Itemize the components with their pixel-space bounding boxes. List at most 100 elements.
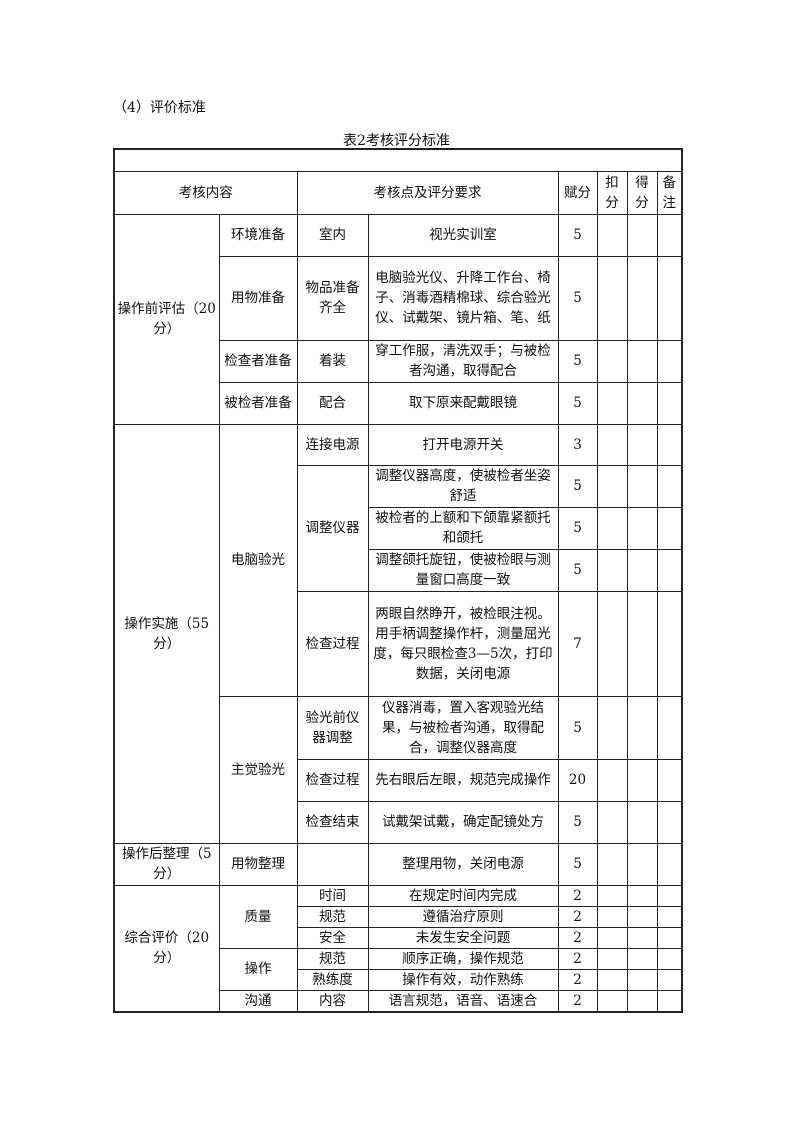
table-row: 熟练度 操作有效，动作熟练 2 (114, 968, 683, 991)
requirement-cell: 试戴架试戴，确定配镜处方 (367, 800, 559, 844)
item-cell: 检查过程 (296, 590, 369, 697)
score-cell: 5 (557, 464, 598, 508)
got-cell (626, 423, 658, 466)
item-cell: 调整仪器 (296, 464, 369, 592)
deduct-cell (596, 506, 628, 550)
category-cell: 综合评价（20分） (113, 884, 220, 1013)
item-cell: 安全 (296, 926, 369, 949)
got-cell (626, 989, 658, 1013)
remark-cell (656, 758, 683, 802)
category-cell: 操作实施（55分） (113, 423, 220, 844)
remark-cell (656, 339, 683, 383)
score-cell: 5 (557, 339, 598, 383)
score-cell: 2 (557, 884, 598, 907)
remark-cell (656, 842, 683, 886)
header-deduct: 扣分 (596, 170, 628, 215)
table-row: 检查过程 两眼自然睁开，被检眼注视。用手柄调整操作杆，测量屈光度，每只眼检查3—5… (114, 590, 683, 697)
item-cell: 规范 (296, 947, 369, 970)
remark-cell (656, 905, 683, 928)
deduct-cell (596, 590, 628, 697)
requirement-cell: 两眼自然睁开，被检眼注视。用手柄调整操作杆，测量屈光度，每只眼检查3—5次，打印… (367, 590, 559, 697)
deduct-cell (596, 884, 628, 907)
got-cell (626, 695, 658, 760)
table-row: 被检者的上额和下颌靠紧额托和颌托 5 (114, 506, 683, 550)
remark-cell (656, 255, 683, 341)
deduct-cell (596, 926, 628, 949)
deduct-cell (596, 800, 628, 844)
subcategory-cell: 沟通 (218, 989, 298, 1013)
score-cell: 20 (557, 758, 598, 802)
item-cell: 室内 (296, 213, 369, 257)
deduct-cell (596, 213, 628, 257)
deduct-cell (596, 339, 628, 383)
remark-cell (656, 884, 683, 907)
table-row: 调整仪器 调整仪器高度，使被检者坐姿舒适 5 (114, 464, 683, 592)
requirement-cell: 取下原来配戴眼镜 (367, 381, 559, 425)
requirement-cell: 被检者的上额和下颌靠紧额托和颌托 (367, 506, 559, 550)
item-cell: 检查结束 (296, 800, 369, 844)
table-row: 安全 未发生安全问题 2 (114, 926, 683, 949)
got-cell (626, 339, 658, 383)
item-cell: 验光前仪器调整 (296, 695, 369, 760)
got-cell (626, 548, 658, 592)
header-got: 得分 (626, 170, 658, 215)
item-cell: 检查过程 (296, 758, 369, 802)
remark-cell (656, 968, 683, 991)
subcategory-cell: 电脑验光 (218, 423, 298, 697)
subcategory-cell: 检查者准备 (218, 339, 298, 383)
table-row: 综合评价（20分） 质量 时间 在规定时间内完成 2 (113, 884, 683, 1013)
got-cell (626, 506, 658, 550)
got-cell (626, 590, 658, 697)
table-row: 检查过程 先右眼后左眼，规范完成操作 20 (114, 758, 683, 802)
table-row: 操作后整理（5分） 用物整理 整理用物，关闭电源 5 (113, 842, 683, 886)
remark-cell (656, 506, 683, 550)
remark-cell (656, 989, 683, 1013)
requirement-cell: 语言规范，语音、语速合 (367, 989, 559, 1013)
subcategory-cell: 主觉验光 (218, 695, 298, 844)
remark-cell (656, 800, 683, 844)
remark-cell (656, 926, 683, 949)
header-remark: 备注 (656, 170, 683, 215)
subcategory-cell: 用物准备 (218, 255, 298, 341)
requirement-cell: 穿工作服，清洗双手；与被检者沟通，取得配合 (367, 339, 559, 383)
deduct-cell (596, 758, 628, 802)
table-row: 检查结束 试戴架试戴，确定配镜处方 5 (114, 800, 683, 844)
table-row: 操作实施（55分） 电脑验光 连接电源 打开电源开关 3 (113, 423, 683, 844)
scoring-table: 考核内容 考核点及评分要求 赋分 扣分 得分 备注 操作前评估（20分） 环境准备… (113, 148, 683, 1013)
item-cell: 时间 (296, 884, 369, 907)
got-cell (626, 800, 658, 844)
table-row: 沟通 内容 语言规范，语音、语速合 2 (114, 989, 683, 1013)
got-cell (626, 213, 658, 257)
deduct-cell (596, 842, 628, 886)
deduct-cell (596, 968, 628, 991)
requirement-cell: 在规定时间内完成 (367, 884, 559, 907)
category-cell: 操作前评估（20分） (113, 213, 220, 425)
remark-cell (656, 695, 683, 760)
item-cell: 内容 (296, 989, 369, 1013)
score-cell: 2 (557, 947, 598, 970)
deduct-cell (596, 423, 628, 466)
requirement-cell: 未发生安全问题 (367, 926, 559, 949)
score-cell: 2 (557, 968, 598, 991)
score-cell: 2 (557, 926, 598, 949)
item-cell: 配合 (296, 381, 369, 425)
subcategory-cell: 操作 (218, 947, 298, 991)
score-cell: 5 (557, 381, 598, 425)
remark-cell (656, 381, 683, 425)
got-cell (626, 905, 658, 928)
item-cell (296, 842, 369, 886)
requirement-cell: 操作有效，动作熟练 (367, 968, 559, 991)
got-cell (626, 947, 658, 970)
requirement-cell: 仪器消毒，置入客观验光结果，与被检者沟通，取得配合，调整仪器高度 (367, 695, 559, 760)
requirement-cell: 整理用物，关闭电源 (367, 842, 559, 886)
table-row: 规范 遵循治疗原则 2 (114, 905, 683, 928)
section-heading: （4）评价标准 (113, 100, 206, 116)
remark-cell (656, 947, 683, 970)
deduct-cell (596, 548, 628, 592)
deduct-cell (596, 947, 628, 970)
requirement-cell: 电脑验光仪、升降工作台、椅子、消毒酒精棉球、综合验光仪、试戴架、镜片箱、笔、纸 (367, 255, 559, 341)
got-cell (626, 968, 658, 991)
requirement-cell: 打开电源开关 (367, 423, 559, 466)
subcategory-cell: 质量 (218, 884, 298, 949)
header-points: 考核点及评分要求 (296, 170, 559, 215)
